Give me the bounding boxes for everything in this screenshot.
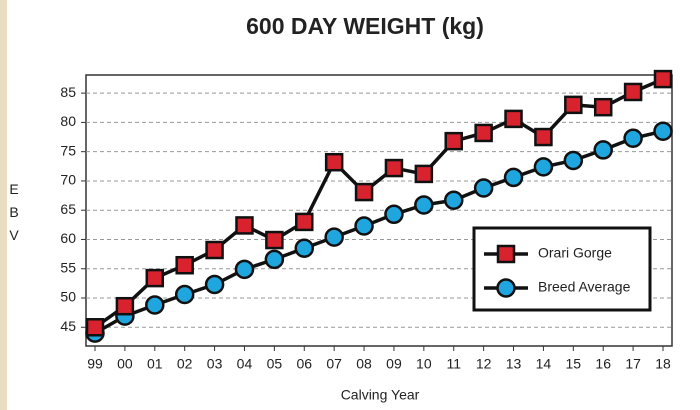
data-point	[354, 182, 374, 202]
x-tick-label: 16	[595, 356, 611, 372]
data-point	[593, 140, 613, 160]
data-point	[564, 95, 583, 115]
data-point	[115, 296, 135, 316]
data-point	[593, 97, 613, 117]
data-point	[384, 158, 404, 178]
y-tick-label: 45	[60, 318, 76, 334]
data-point	[534, 127, 553, 147]
x-tick-label: 13	[506, 356, 522, 372]
x-axis-label: Calving Year	[341, 387, 420, 403]
data-point	[563, 150, 584, 171]
legend-label: Orari Gorge	[538, 245, 612, 261]
data-point	[474, 123, 493, 143]
x-tick-label: 12	[476, 356, 492, 372]
data-point	[504, 109, 523, 129]
x-tick-label: 11	[446, 356, 461, 372]
legend-box	[472, 226, 652, 312]
data-point	[444, 131, 463, 151]
side-strip	[0, 0, 7, 410]
legend-marker	[496, 244, 516, 264]
data-point	[204, 274, 225, 295]
y-tick-label: 65	[60, 201, 76, 217]
legend-label: Breed Average	[538, 279, 631, 295]
x-tick-label: 04	[237, 356, 253, 372]
y-tick-label: 75	[60, 142, 76, 158]
data-point	[85, 318, 105, 337]
data-point	[234, 259, 255, 280]
data-point	[145, 295, 165, 315]
data-point	[473, 178, 494, 198]
data-point	[295, 212, 314, 232]
y-tick-label: 85	[60, 84, 76, 100]
x-tick-label: 08	[356, 356, 372, 372]
data-point	[294, 238, 315, 259]
data-point	[174, 284, 195, 305]
data-point	[503, 167, 524, 188]
data-point	[533, 157, 554, 177]
y-axis-label: EBV	[9, 181, 19, 243]
data-point	[384, 204, 404, 225]
x-tick-label: 03	[207, 356, 223, 372]
data-point	[145, 268, 165, 288]
data-point	[205, 240, 224, 260]
data-point	[414, 195, 434, 215]
data-point	[354, 216, 374, 236]
data-point	[653, 69, 673, 89]
data-point	[324, 152, 344, 172]
x-tick-label: 14	[536, 356, 552, 372]
data-point	[443, 190, 464, 211]
chart-title: 600 DAY WEIGHT (kg)	[246, 13, 484, 39]
y-tick-label: 80	[60, 113, 76, 129]
x-tick-label: 01	[147, 356, 163, 372]
y-tick-label: 50	[60, 289, 76, 305]
data-point	[264, 249, 285, 270]
x-tick-label: 00	[117, 356, 133, 372]
data-point	[235, 216, 254, 235]
x-tick-label: 02	[177, 356, 193, 372]
y-tick-label: 70	[60, 172, 76, 188]
data-point	[324, 227, 344, 247]
x-tick-label: 99	[87, 356, 103, 372]
x-tick-label: 07	[326, 356, 342, 372]
x-tick-label: 09	[386, 356, 402, 372]
x-tick-label: 10	[416, 356, 432, 372]
legend-marker	[496, 278, 516, 298]
data-point	[414, 164, 434, 184]
data-point	[653, 121, 673, 141]
data-point	[265, 230, 284, 250]
y-tick-label: 60	[60, 230, 76, 246]
y-tick-label: 55	[60, 259, 76, 275]
x-tick-label: 06	[296, 356, 312, 372]
x-tick-label: 15	[566, 356, 582, 372]
x-tick-label: 17	[625, 356, 641, 372]
x-tick-label: 05	[267, 356, 283, 372]
x-tick-label: 18	[655, 356, 671, 372]
data-point	[175, 255, 194, 275]
data-point	[623, 128, 643, 148]
data-point	[623, 82, 643, 102]
